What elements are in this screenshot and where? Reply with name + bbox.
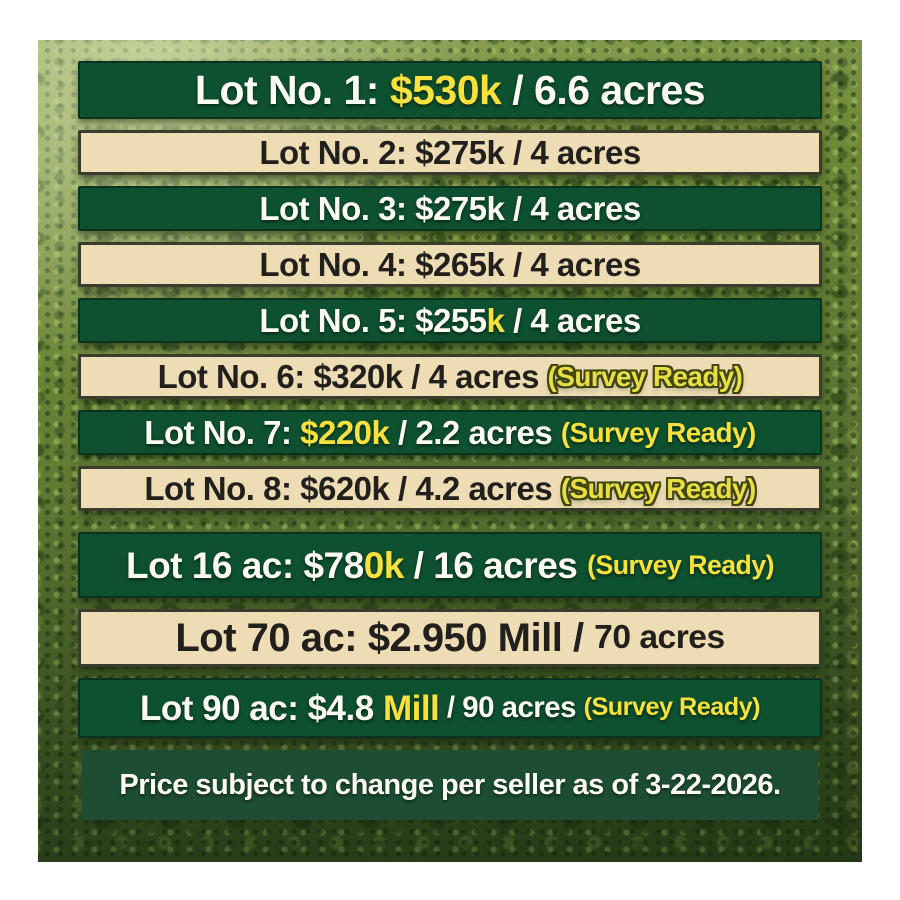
lot-text-segment: / 2.2 acres <box>389 414 561 451</box>
footer-note: Price subject to change per seller as of… <box>119 768 781 801</box>
lot-text-segment: Lot No. 2: $275k / 4 acres <box>259 134 641 171</box>
lot-text-segment: Lot No. 4: $265k / 4 acres <box>259 246 641 283</box>
price-list: Lot No. 1: $530k / 6.6 acres Lot No. 2: $… <box>38 61 862 738</box>
lot-text-segment: Lot No. 7: <box>144 414 301 451</box>
lot-text-segment: Lot No. 3: $275k / 4 acres <box>259 190 641 227</box>
lot-text-segment: Lot No. 6: $320k / 4 acres <box>157 358 548 395</box>
lot-text-segment: / 16 acres <box>403 544 588 586</box>
lot-text-segment: (Survey Ready) <box>560 416 756 448</box>
lot-text-segment: 0k <box>363 544 405 586</box>
lot-text-segment: Lot No. 8: $620k / 4.2 acres <box>144 470 561 507</box>
lot-row-8: Lot No. 8: $620k / 4.2 acres (Survey Rea… <box>78 466 822 511</box>
lot-row-1: Lot No. 1: $530k / 6.6 acres <box>78 61 822 119</box>
lot-text-segment: (Survey Ready) <box>547 360 743 392</box>
forest-photo-background: Lot No. 1: $530k / 6.6 acres Lot No. 2: $… <box>38 40 862 862</box>
lot-row-6: Lot No. 6: $320k / 4 acres (Survey Ready… <box>78 354 822 399</box>
lot-row-2: Lot No. 2: $275k / 4 acres <box>78 130 822 175</box>
lot-text-segment: (Survey Ready) <box>560 472 756 504</box>
lot-text-segment: / 90 acres <box>439 691 584 725</box>
lot-text-segment: Mill <box>382 688 440 728</box>
footer-band: Price subject to change per seller as of… <box>82 750 818 820</box>
lot-text-segment: Lot No. 1: <box>194 66 390 113</box>
lot-text-segment: (Survey Ready) <box>583 693 761 722</box>
lot-text-segment: $530k <box>389 66 502 113</box>
lot-text-segment: Lot 70 ac: $2.950 Mill / <box>175 616 595 660</box>
lot-text-segment: / 6.6 acres <box>501 66 706 113</box>
lot-row-4: Lot No. 4: $265k / 4 acres <box>78 242 822 287</box>
lot-row-3: Lot No. 3: $275k / 4 acres <box>78 186 822 231</box>
lot-text-segment: Lot 16 ac: $78 <box>125 544 364 586</box>
lot-text-segment: k <box>486 302 505 339</box>
lot-row-90ac: Lot 90 ac: $4.8 Mill / 90 acres (Survey … <box>78 678 822 738</box>
lot-text-segment: 70 acres <box>594 619 725 657</box>
lot-text-segment: $220k <box>300 414 390 451</box>
lot-text-segment: (Survey Ready) <box>587 549 774 580</box>
lot-row-5: Lot No. 5: $255 k / 4 acres <box>78 298 822 343</box>
lot-text-segment: Lot No. 5: $255 <box>259 302 487 339</box>
lot-row-70ac: Lot 70 ac: $2.950 Mill / 70 acres <box>78 609 822 667</box>
lot-row-7: Lot No. 7: $220k / 2.2 acres (Survey Rea… <box>78 410 822 455</box>
lot-row-16ac: Lot 16 ac: $78 0k / 16 acres (Survey Read… <box>78 532 822 598</box>
lot-text-segment: Lot 90 ac: $4.8 <box>139 688 383 728</box>
lot-text-segment: / 4 acres <box>504 302 641 339</box>
